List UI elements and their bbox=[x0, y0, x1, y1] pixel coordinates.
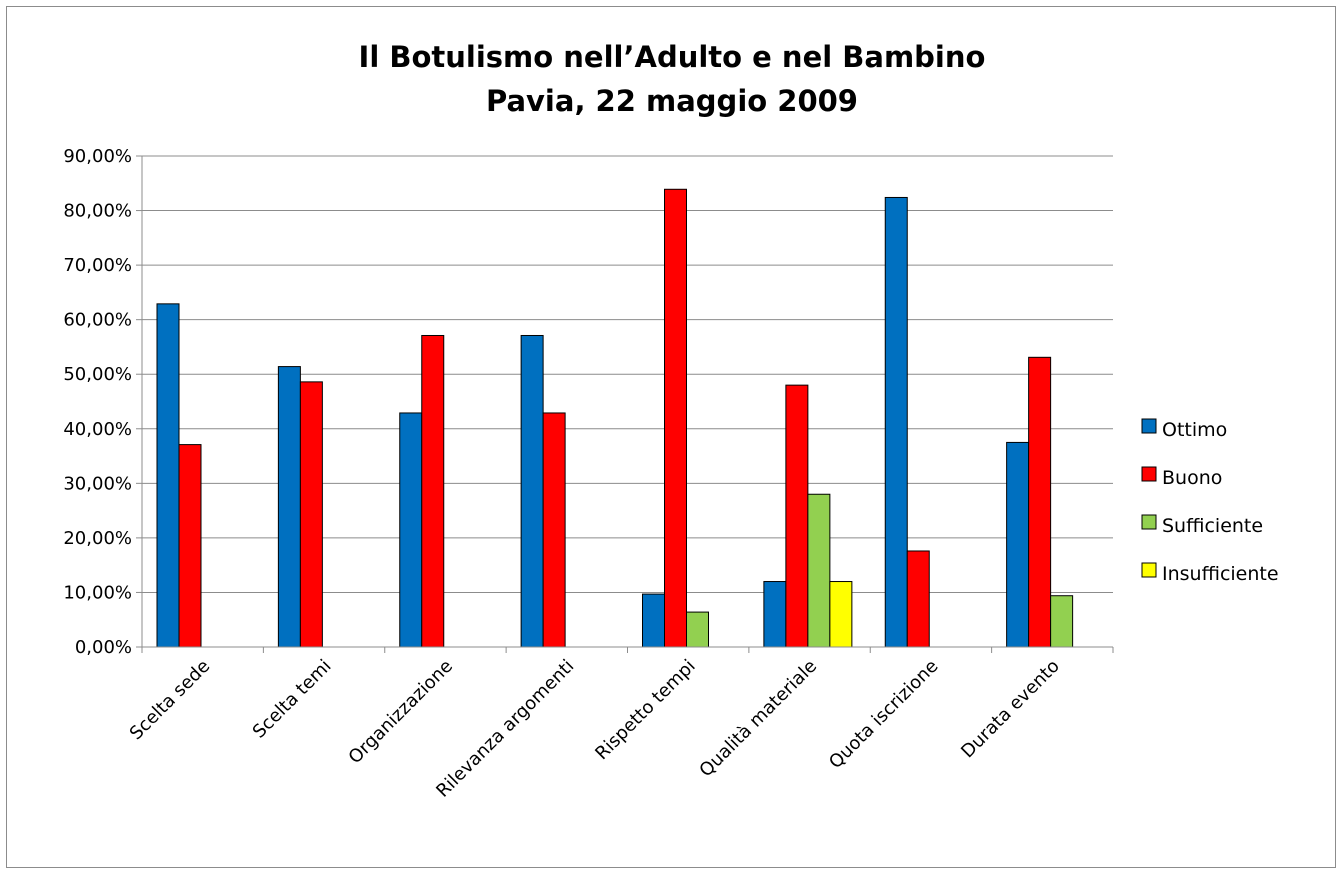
legend-swatch bbox=[1141, 466, 1157, 482]
y-tick-label: 40,00% bbox=[63, 419, 132, 440]
x-axis-ticks: Scelta sede Scelta temi OrganizzazioneRile… bbox=[126, 647, 1114, 802]
y-tick-label: 30,00% bbox=[63, 473, 132, 494]
x-tick-label: Scelta temi bbox=[249, 656, 336, 743]
legend: Ottimo Buono Sufficiente Insufficiente bbox=[1141, 418, 1279, 585]
chart-subtitle: Pavia, 22 maggio 2009 bbox=[485, 84, 858, 118]
y-tick-label: 0,00% bbox=[75, 637, 132, 658]
y-tick-label: 50,00% bbox=[63, 364, 132, 385]
legend-swatch bbox=[1141, 562, 1157, 578]
y-axis-ticks: 0,00% 10,00% 20,00% 30,00% 40,00% 50,00% 60,00… bbox=[63, 146, 142, 658]
bar-ottimo bbox=[642, 593, 665, 648]
bar-sufficiente bbox=[686, 611, 709, 648]
bar-buono bbox=[1028, 356, 1052, 648]
bar-buono bbox=[299, 381, 323, 648]
x-tick-label: Quota iscrizione bbox=[825, 656, 942, 773]
bar-buono bbox=[421, 334, 445, 648]
bar-ottimo bbox=[763, 581, 787, 648]
x-tick-label: Organizzazione bbox=[345, 656, 457, 768]
chart-title: Il Botulismo nell’Adulto e nel Bambino bbox=[358, 40, 986, 74]
legend-swatch bbox=[1141, 514, 1157, 530]
x-tick-label: Scelta sede bbox=[126, 656, 215, 745]
bars bbox=[156, 188, 1074, 648]
x-tick-label: Rispetto tempi bbox=[591, 656, 699, 764]
legend-label: Ottimo bbox=[1162, 419, 1227, 441]
bar-ottimo bbox=[1006, 441, 1030, 648]
bar-ottimo bbox=[277, 366, 301, 648]
legend-swatch bbox=[1141, 418, 1157, 434]
y-tick-label: 20,00% bbox=[63, 528, 132, 549]
bar-ottimo bbox=[884, 196, 908, 648]
bar-buono bbox=[542, 412, 566, 648]
bar-buono bbox=[664, 188, 687, 648]
x-tick-label: Rilevanza argomenti bbox=[432, 656, 578, 802]
x-tick-label: Durata evento bbox=[957, 656, 1064, 763]
bar-buono bbox=[178, 444, 202, 648]
bar-sufficiente bbox=[1050, 595, 1074, 648]
y-tick-label: 70,00% bbox=[63, 255, 132, 276]
y-tick-label: 10,00% bbox=[63, 582, 132, 603]
bar-ottimo bbox=[520, 334, 544, 648]
legend-label: Sufficiente bbox=[1162, 515, 1263, 537]
y-tick-label: 90,00% bbox=[63, 146, 132, 167]
legend-label: Insufficiente bbox=[1162, 563, 1279, 585]
bar-buono bbox=[785, 384, 809, 648]
bar-ottimo bbox=[399, 412, 423, 648]
bar-ottimo bbox=[156, 303, 180, 648]
bar-insufficiente bbox=[829, 581, 853, 648]
y-tick-label: 80,00% bbox=[63, 201, 132, 222]
x-tick-label: Qualità materiale bbox=[695, 656, 821, 782]
y-tick-label: 60,00% bbox=[63, 310, 132, 331]
bar-sufficiente bbox=[807, 493, 831, 648]
legend-label: Buono bbox=[1162, 467, 1222, 489]
bar-buono bbox=[906, 550, 930, 648]
